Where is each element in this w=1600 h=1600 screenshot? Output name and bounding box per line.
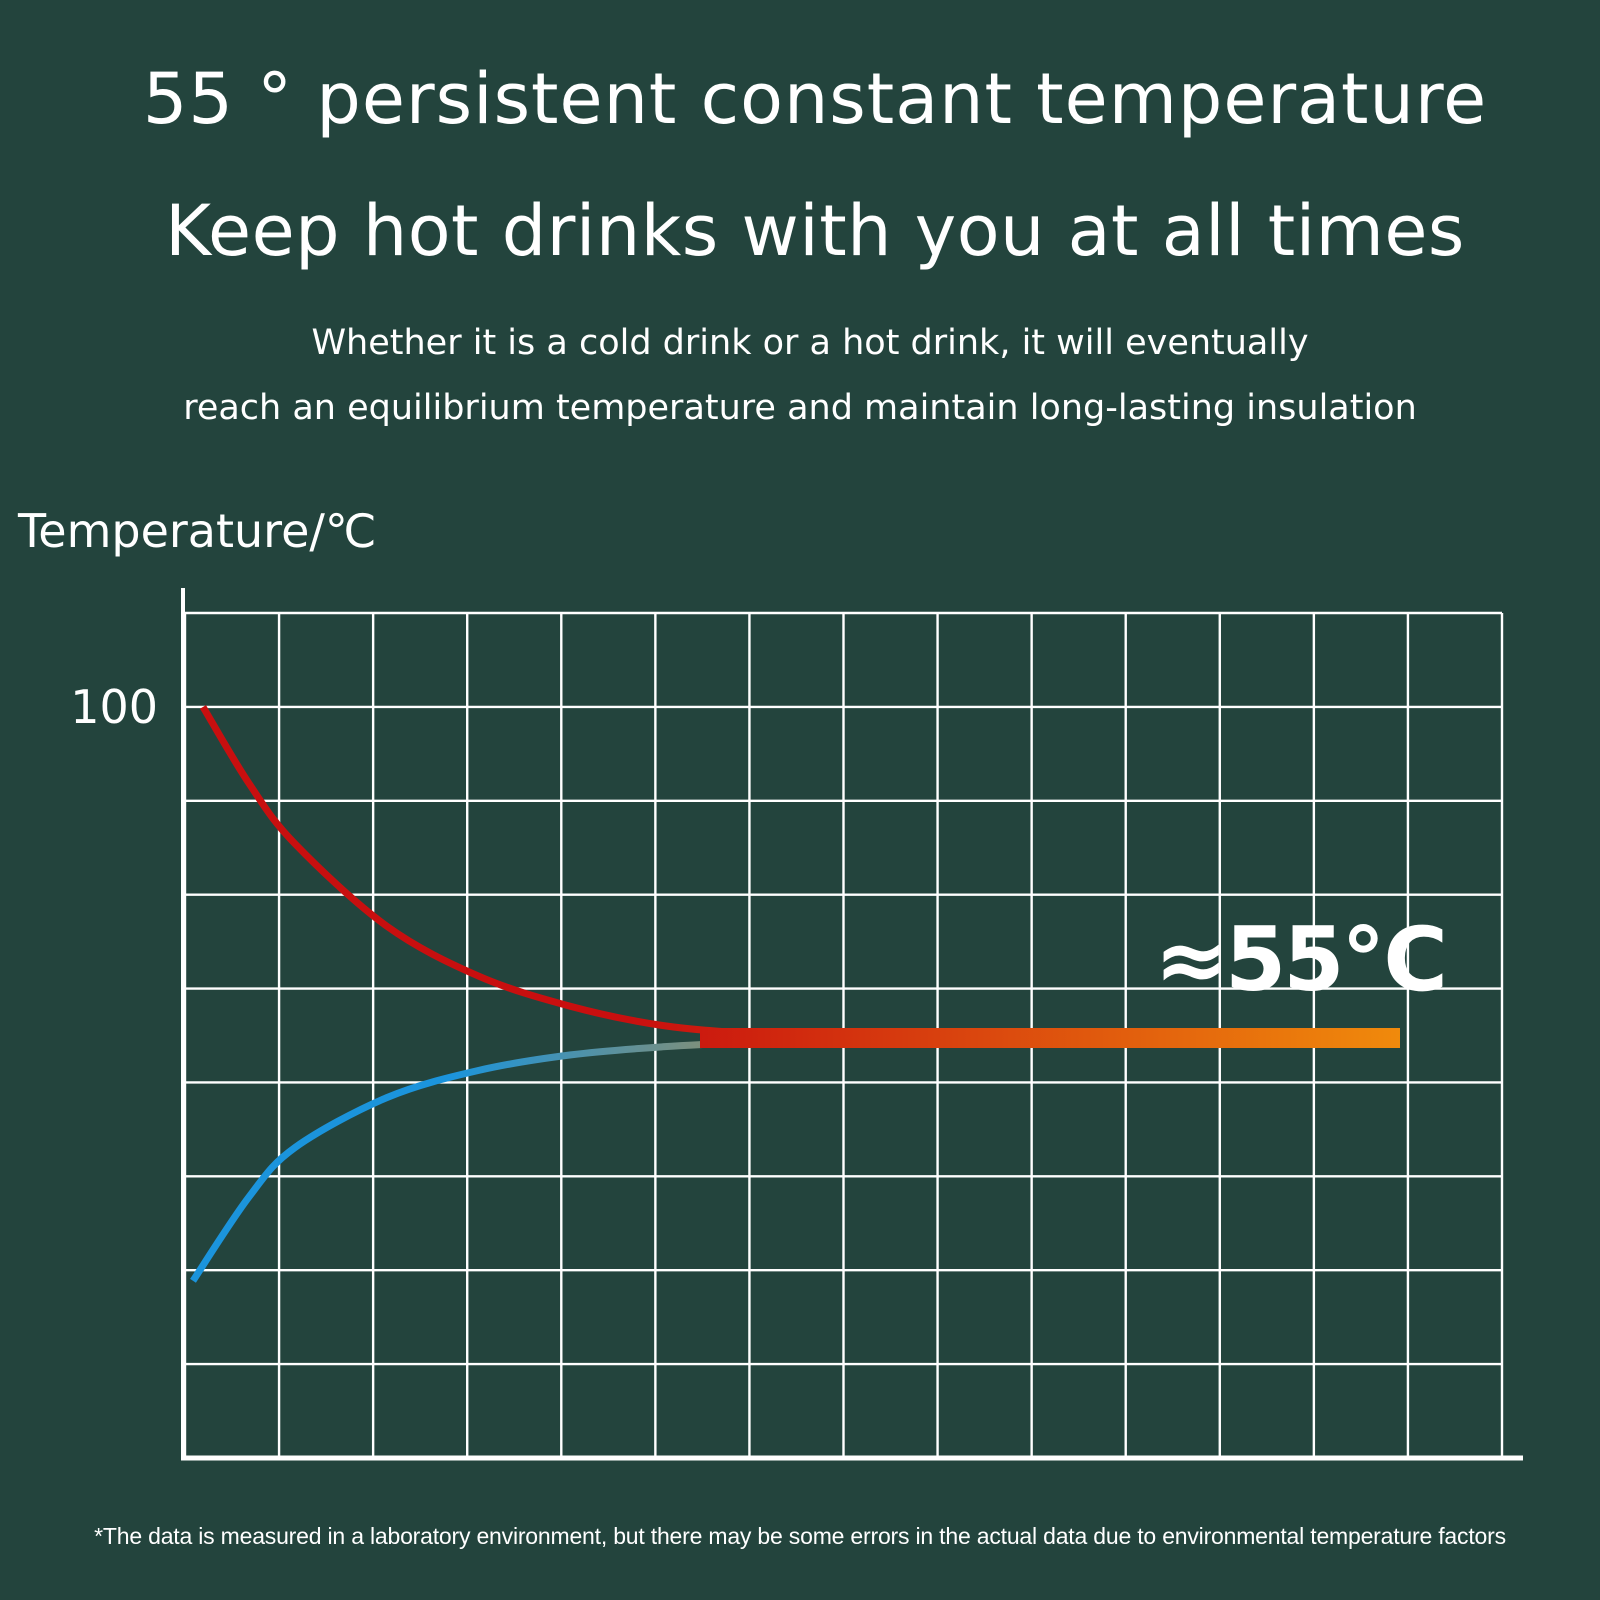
axes [181,588,1523,1461]
equilibrium-band [700,1028,1400,1048]
page-title: 55 ° persistent constant temperature [142,58,1488,140]
y-tick-labels: 100 [70,680,158,734]
description-line-2: reach an equilibrium temperature and mai… [183,388,1417,428]
footnote: *The data is measured in a laboratory en… [94,1523,1506,1549]
page-subtitle: Keep hot drinks with you at all times [165,190,1465,272]
y-axis-label: Temperature/℃ [17,504,377,558]
temperature-chart: Temperature/℃ 100 ≈55℃ [17,504,1523,1461]
description-line-1: Whether it is a cold drink or a hot drin… [311,323,1309,363]
equilibrium-annotation: ≈55℃ [1154,908,1445,1011]
y-tick-label: 100 [70,680,158,734]
